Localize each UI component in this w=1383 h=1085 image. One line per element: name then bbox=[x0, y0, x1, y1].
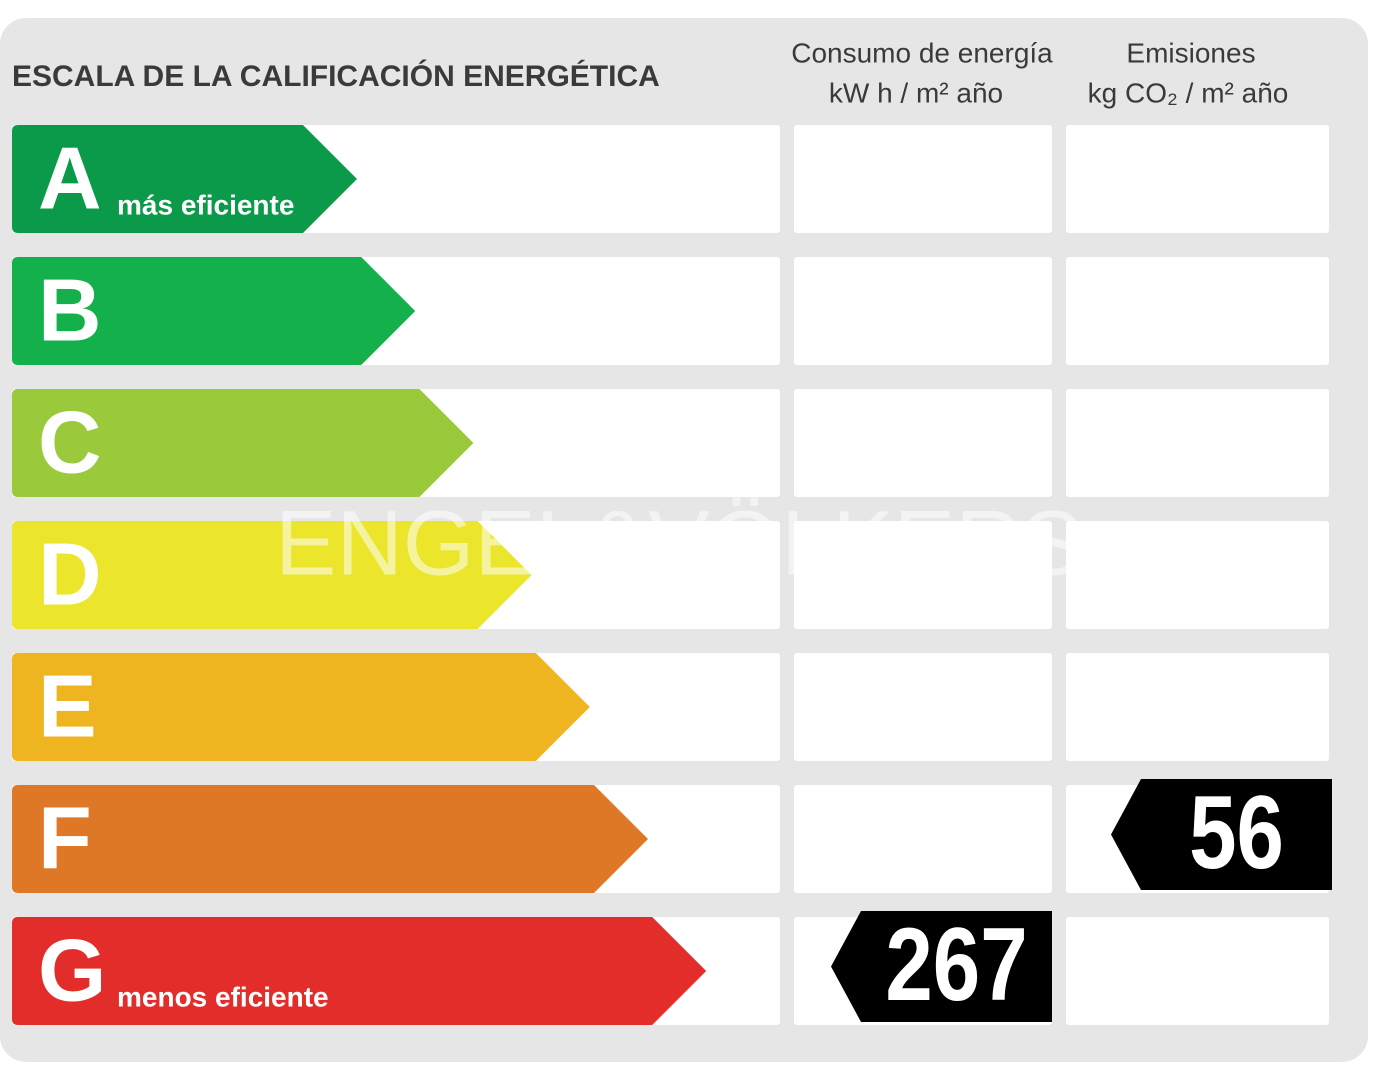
emissions-box bbox=[1066, 257, 1329, 365]
rating-arrow bbox=[12, 653, 590, 761]
emissions-box bbox=[1066, 389, 1329, 497]
emissions-header: Emisiones bbox=[1126, 37, 1255, 68]
consumption-box bbox=[794, 785, 1052, 893]
rating-arrow bbox=[12, 785, 648, 893]
consumption-header: Consumo de energía bbox=[791, 37, 1053, 68]
rating-note: más eficiente bbox=[117, 189, 294, 220]
rating-arrow bbox=[12, 389, 474, 497]
emissions-box bbox=[1066, 653, 1329, 761]
consumption-badge bbox=[831, 911, 1052, 1022]
rating-letter: F bbox=[38, 788, 92, 887]
emissions-badge bbox=[1111, 779, 1332, 890]
consumption-box bbox=[794, 257, 1052, 365]
consumption-box bbox=[794, 125, 1052, 233]
watermark: ENGEL&VÖLKERS bbox=[275, 492, 1083, 594]
consumption-box bbox=[794, 653, 1052, 761]
consumption-box bbox=[794, 521, 1052, 629]
rating-arrow bbox=[12, 521, 532, 629]
consumption-box bbox=[794, 389, 1052, 497]
rating-letter: G bbox=[38, 920, 106, 1019]
title: ESCALA DE LA CALIFICACIÓN ENERGÉTICA bbox=[12, 59, 660, 93]
rating-letter: B bbox=[38, 260, 102, 359]
rating-arrow bbox=[12, 125, 357, 233]
rating-arrow bbox=[12, 257, 416, 365]
rating-letter: A bbox=[38, 128, 102, 227]
emissions-unit: kg CO₂ / m² año bbox=[1088, 77, 1289, 108]
rating-letter: E bbox=[38, 656, 97, 755]
rating-note: menos eficiente bbox=[117, 981, 329, 1012]
rating-letter: D bbox=[38, 524, 102, 623]
consumption-unit: kW h / m² año bbox=[829, 77, 1003, 108]
consumption-value: 267 bbox=[885, 907, 1027, 1023]
emissions-value: 56 bbox=[1189, 775, 1284, 891]
rating-arrow bbox=[12, 917, 707, 1025]
emissions-box bbox=[1066, 917, 1329, 1025]
emissions-box bbox=[1066, 125, 1329, 233]
rating-letter: C bbox=[38, 392, 102, 491]
emissions-box bbox=[1066, 521, 1329, 629]
